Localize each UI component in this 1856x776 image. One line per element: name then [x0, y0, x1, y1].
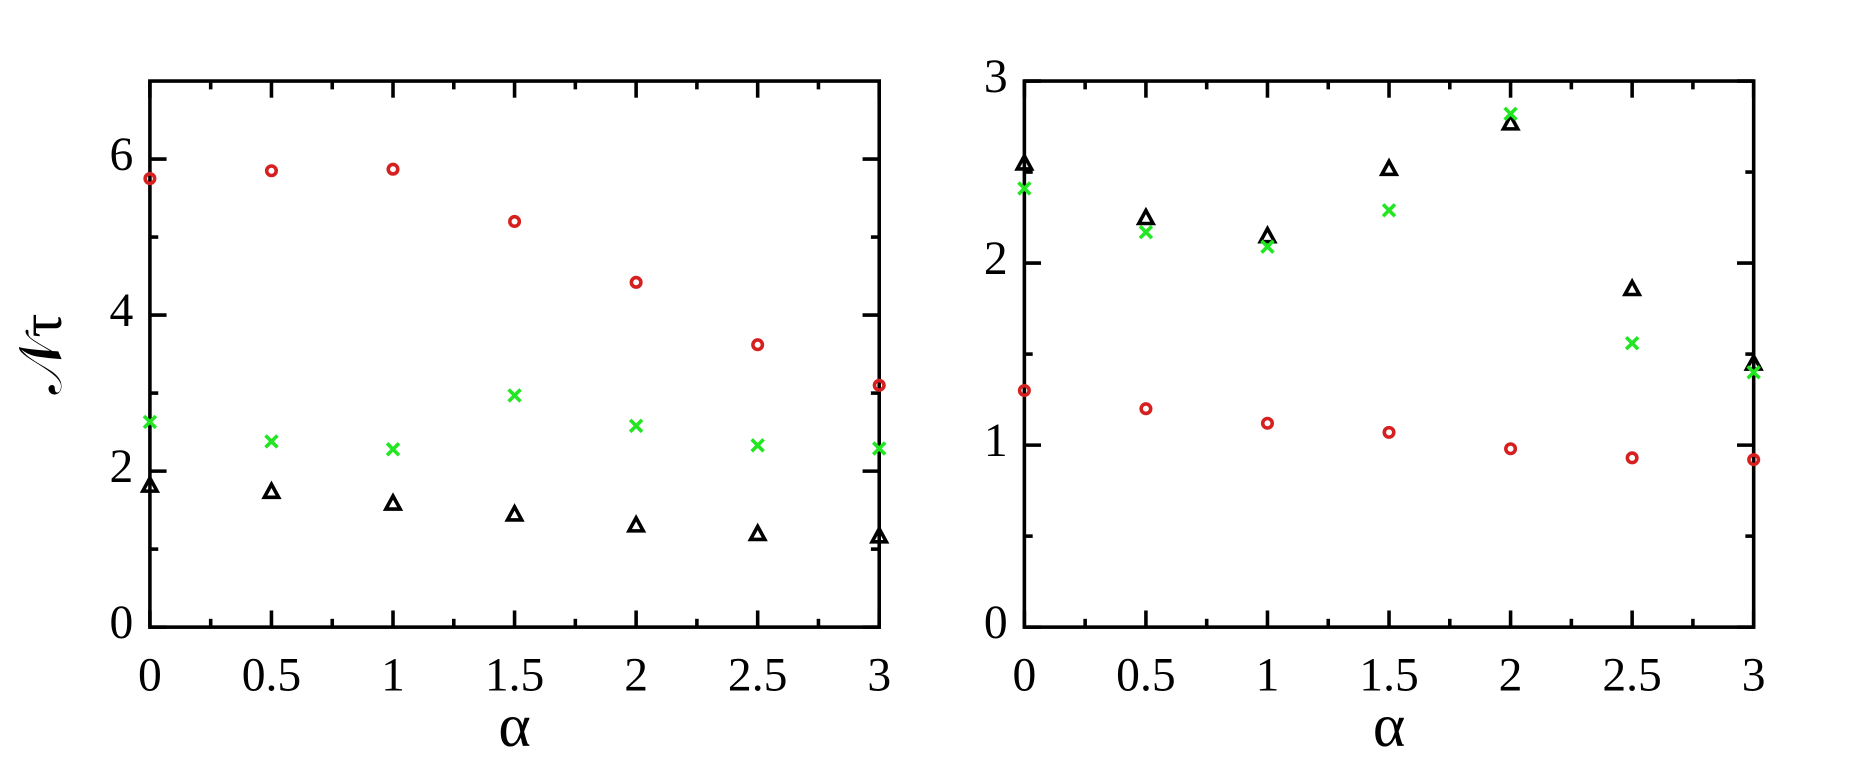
x-tick-label: 2.5 — [728, 649, 787, 701]
point — [1504, 442, 1518, 456]
x-tick-label: 1 — [1256, 649, 1280, 701]
x-tick-label: 0 — [138, 649, 162, 701]
point — [1747, 453, 1761, 467]
point — [261, 480, 282, 500]
y-axis-label: 𝒩τ — [8, 314, 74, 395]
x-tick-label: 2 — [624, 649, 648, 701]
point — [629, 275, 643, 289]
x-tick-label: 1.5 — [485, 649, 544, 701]
point — [508, 214, 522, 229]
point — [1014, 152, 1035, 171]
point — [1621, 277, 1643, 297]
x-axis-label: α — [498, 692, 530, 760]
point — [1017, 181, 1032, 196]
y-tick-label: 4 — [109, 285, 133, 337]
point — [1743, 352, 1764, 371]
point — [264, 164, 279, 178]
point — [1625, 451, 1639, 465]
x-tick-label: 3 — [1742, 649, 1766, 701]
point — [385, 442, 401, 457]
y-tick-label: 0 — [109, 597, 133, 649]
x-tick-label: 0.5 — [1116, 649, 1175, 701]
x-tick-label: 2.5 — [1602, 649, 1661, 701]
point — [1378, 157, 1400, 177]
y-tick-label: 0 — [984, 597, 1008, 649]
point — [1500, 112, 1521, 131]
point — [386, 162, 400, 176]
plot-frame — [148, 79, 882, 629]
point — [872, 441, 887, 456]
point — [507, 388, 522, 403]
point — [869, 524, 890, 544]
y-tick-label: 1 — [984, 415, 1008, 467]
point — [142, 414, 158, 430]
x-tick-label: 1 — [381, 649, 405, 701]
point — [1139, 402, 1153, 416]
point — [1260, 416, 1275, 430]
x-tick-label: 0 — [1012, 649, 1036, 701]
point — [1503, 106, 1518, 122]
point — [143, 172, 157, 186]
point — [1746, 365, 1761, 380]
point — [382, 492, 404, 511]
x-tick-label: 2 — [1499, 649, 1523, 701]
point — [1260, 239, 1275, 254]
point — [628, 418, 644, 434]
x-tick-label: 1.5 — [1359, 649, 1418, 701]
point — [872, 378, 886, 392]
point — [1138, 224, 1154, 240]
point — [1135, 206, 1157, 226]
x-tick-label: 3 — [867, 649, 891, 701]
point — [750, 438, 765, 453]
point — [1017, 383, 1031, 398]
point — [751, 338, 765, 352]
point — [504, 503, 525, 522]
point — [139, 474, 161, 493]
x-axis-label: α — [1373, 692, 1405, 760]
y-tick-label: 2 — [984, 233, 1008, 285]
point — [1624, 335, 1640, 351]
y-tick-label: 2 — [109, 441, 133, 493]
point — [264, 434, 279, 449]
x-tick-label: 0.5 — [242, 649, 301, 701]
point — [625, 514, 647, 533]
y-tick-label: 6 — [109, 129, 133, 181]
point — [1381, 203, 1397, 218]
point — [1257, 224, 1278, 244]
point — [747, 522, 768, 542]
y-tick-label: 3 — [984, 51, 1008, 103]
point — [1382, 425, 1396, 439]
